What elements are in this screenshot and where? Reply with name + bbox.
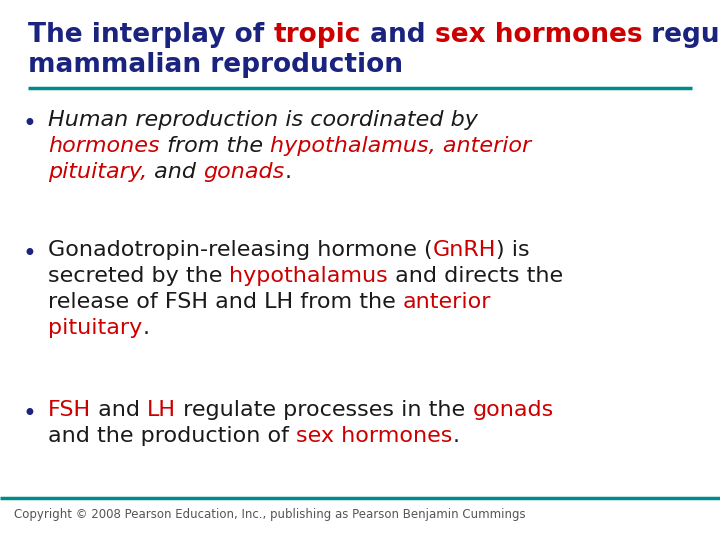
- Text: regulates: regulates: [642, 22, 720, 48]
- Text: .: .: [284, 162, 292, 182]
- Text: •: •: [22, 402, 36, 426]
- Text: .: .: [143, 318, 149, 338]
- Text: release of FSH and LH from the: release of FSH and LH from the: [48, 292, 403, 312]
- Text: FSH: FSH: [48, 400, 91, 420]
- Text: sex hormones: sex hormones: [434, 22, 642, 48]
- Text: hypothalamus, anterior: hypothalamus, anterior: [270, 136, 531, 156]
- Text: sex hormones: sex hormones: [296, 426, 452, 446]
- Text: hypothalamus: hypothalamus: [230, 266, 388, 286]
- Text: Copyright © 2008 Pearson Education, Inc., publishing as Pearson Benjamin Cumming: Copyright © 2008 Pearson Education, Inc.…: [14, 508, 526, 521]
- Text: .: .: [452, 426, 459, 446]
- Text: •: •: [22, 112, 36, 136]
- Text: tropic: tropic: [274, 22, 361, 48]
- Text: gonads: gonads: [203, 162, 284, 182]
- Text: and directs the: and directs the: [388, 266, 563, 286]
- Text: regulate processes in the: regulate processes in the: [176, 400, 472, 420]
- Text: ) is: ) is: [496, 240, 530, 260]
- Text: and the production of: and the production of: [48, 426, 296, 446]
- Text: mammalian reproduction: mammalian reproduction: [28, 52, 403, 78]
- Text: and: and: [361, 22, 434, 48]
- Text: gonads: gonads: [472, 400, 554, 420]
- Text: pituitary,: pituitary,: [48, 162, 148, 182]
- Text: Gonadotropin-releasing hormone (: Gonadotropin-releasing hormone (: [48, 240, 433, 260]
- Text: and: and: [91, 400, 148, 420]
- Text: GnRH: GnRH: [433, 240, 496, 260]
- Text: hormones: hormones: [48, 136, 160, 156]
- Text: •: •: [22, 242, 36, 266]
- Text: and: and: [148, 162, 203, 182]
- Text: The interplay of: The interplay of: [28, 22, 274, 48]
- Text: pituitary: pituitary: [48, 318, 143, 338]
- Text: secreted by the: secreted by the: [48, 266, 230, 286]
- Text: LH: LH: [148, 400, 176, 420]
- Text: Human reproduction is coordinated by: Human reproduction is coordinated by: [48, 110, 478, 130]
- Text: from the: from the: [160, 136, 270, 156]
- Text: anterior: anterior: [403, 292, 491, 312]
